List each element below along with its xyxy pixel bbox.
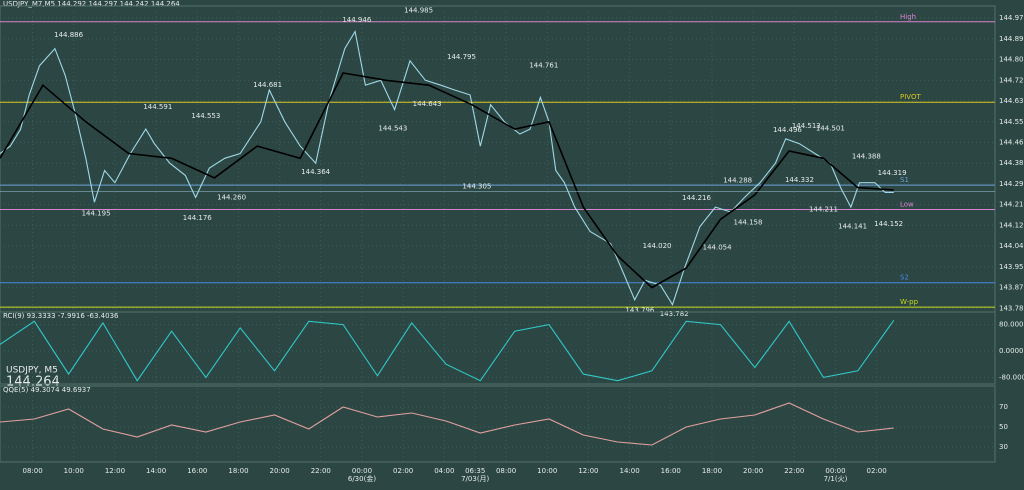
price-annotation: 144.152 bbox=[874, 220, 903, 228]
y-tick-label: 144.550 bbox=[999, 118, 1024, 126]
y-tick-label: 144.805 bbox=[999, 56, 1024, 64]
x-tick-label: 08:00 bbox=[23, 467, 43, 475]
price-annotation: 144.681 bbox=[253, 81, 282, 89]
price-annotation: 144.141 bbox=[838, 223, 867, 231]
x-tick-label: 20:00 bbox=[743, 467, 763, 475]
y-tick-label: 144.975 bbox=[999, 14, 1024, 22]
y-tick-label: 144.465 bbox=[999, 138, 1024, 146]
price-annotation: 143.796 bbox=[625, 307, 654, 315]
price-annotation: 144.305 bbox=[462, 183, 491, 191]
x-tick-label: 18:00 bbox=[228, 467, 248, 475]
x-tick-label: 14:00 bbox=[620, 467, 640, 475]
price-annotation: 144.216 bbox=[682, 194, 711, 202]
y-tick-label: 143.785 bbox=[999, 304, 1024, 312]
x-tick-label: 12:00 bbox=[578, 467, 598, 475]
panel-title: RCI(9) 93.3333 -7.9916 -63.4036 bbox=[3, 312, 119, 320]
panel-frame bbox=[0, 385, 996, 463]
y-tick-label: 70 bbox=[999, 403, 1008, 411]
y-tick-label: -80.0000 bbox=[999, 373, 1024, 381]
price-annotation: 144.020 bbox=[643, 242, 672, 250]
price-annotation: 144.886 bbox=[54, 31, 83, 39]
y-tick-label: 144.380 bbox=[999, 159, 1024, 167]
level-label: S1 bbox=[900, 176, 909, 184]
x-tick-label: 16:00 bbox=[661, 467, 681, 475]
level-label: PIVOT bbox=[900, 93, 921, 101]
level-label: S2 bbox=[900, 274, 909, 282]
series-line bbox=[0, 72, 894, 289]
price-annotation: 144.195 bbox=[82, 209, 111, 217]
panel-frame bbox=[0, 311, 996, 385]
level-label: Low bbox=[900, 201, 914, 209]
price-annotation: 144.054 bbox=[703, 244, 732, 252]
x-tick-label: 14:00 bbox=[146, 467, 166, 475]
price-annotation: 144.591 bbox=[143, 103, 172, 111]
price-annotation: 144.543 bbox=[378, 124, 407, 132]
y-tick-label: 144.210 bbox=[999, 201, 1024, 209]
x-tick-label: 04:00 bbox=[434, 467, 454, 475]
price-annotation: 144.158 bbox=[733, 218, 762, 226]
price-annotation: 144.260 bbox=[217, 193, 246, 201]
y-tick-label: 144.295 bbox=[999, 180, 1024, 188]
x-tick-label: 06:35 bbox=[465, 467, 485, 475]
y-tick-label: 144.040 bbox=[999, 242, 1024, 250]
price-annotation: 143.782 bbox=[660, 310, 689, 318]
x-tick-label: 22:00 bbox=[311, 467, 331, 475]
x-tick-label: 12:00 bbox=[105, 467, 125, 475]
x-tick-label: 22:00 bbox=[784, 467, 804, 475]
price-annotation: 144.501 bbox=[816, 125, 845, 133]
x-tick-label: 16:00 bbox=[187, 467, 207, 475]
price-annotation: 144.643 bbox=[413, 100, 442, 108]
x-tick-label: 10:00 bbox=[64, 467, 84, 475]
y-tick-label: 144.890 bbox=[999, 35, 1024, 43]
header: USDJPY_M7,M5 144.292 144.297 144.242 144… bbox=[3, 0, 180, 8]
y-tick-label: 143.870 bbox=[999, 284, 1024, 292]
symbol-label: USDJPY, M5 bbox=[6, 366, 58, 376]
date-label: 7/03(月) bbox=[461, 475, 489, 483]
level-label: High bbox=[900, 13, 916, 21]
price-annotation: 144.496 bbox=[773, 126, 802, 134]
panel-title: QQE(5) 49.3074 49.6937 bbox=[3, 386, 91, 394]
x-tick-label: 20:00 bbox=[270, 467, 290, 475]
series-line bbox=[0, 319, 895, 382]
y-tick-label: 144.125 bbox=[999, 221, 1024, 229]
y-tick-label: 80.0000 bbox=[999, 321, 1024, 329]
x-tick-label: 02:00 bbox=[867, 467, 887, 475]
price-annotation: 144.513 bbox=[792, 122, 821, 130]
y-tick-label: 50 bbox=[999, 423, 1008, 431]
x-tick-label: 10:00 bbox=[537, 467, 557, 475]
price-annotation: 144.288 bbox=[723, 177, 752, 185]
y-tick-label: 30 bbox=[999, 443, 1008, 451]
y-tick-label: 144.635 bbox=[999, 97, 1024, 105]
y-tick-label: 144.720 bbox=[999, 76, 1024, 84]
price-annotation: 144.985 bbox=[404, 7, 433, 15]
y-tick-label: 0.0000 bbox=[999, 347, 1024, 355]
price-annotation: 144.319 bbox=[878, 169, 907, 177]
series-line bbox=[0, 402, 894, 446]
x-tick-label: 00:00 bbox=[352, 467, 372, 475]
price-annotation: 144.211 bbox=[809, 205, 838, 213]
price-annotation: 144.176 bbox=[183, 214, 212, 222]
price-annotation: 144.946 bbox=[342, 16, 371, 24]
date-label: 7/1(火) bbox=[824, 475, 848, 483]
price-annotation: 144.332 bbox=[785, 176, 814, 184]
series-line bbox=[0, 29, 894, 306]
price-annotation: 144.553 bbox=[191, 112, 220, 120]
date-label: 6/30(金) bbox=[348, 474, 376, 483]
price-annotation: 144.364 bbox=[301, 168, 330, 176]
x-tick-label: 18:00 bbox=[702, 467, 722, 475]
y-tick-label: 143.955 bbox=[999, 263, 1024, 271]
price-annotation: 144.388 bbox=[852, 152, 881, 160]
x-tick-label: 02:00 bbox=[393, 467, 413, 475]
price-annotation: 144.761 bbox=[529, 61, 558, 69]
x-tick-label: 00:00 bbox=[825, 467, 845, 475]
price-annotation: 144.795 bbox=[447, 53, 476, 61]
x-tick-label: 08:00 bbox=[496, 467, 516, 475]
level-label: W-pp bbox=[900, 298, 919, 306]
